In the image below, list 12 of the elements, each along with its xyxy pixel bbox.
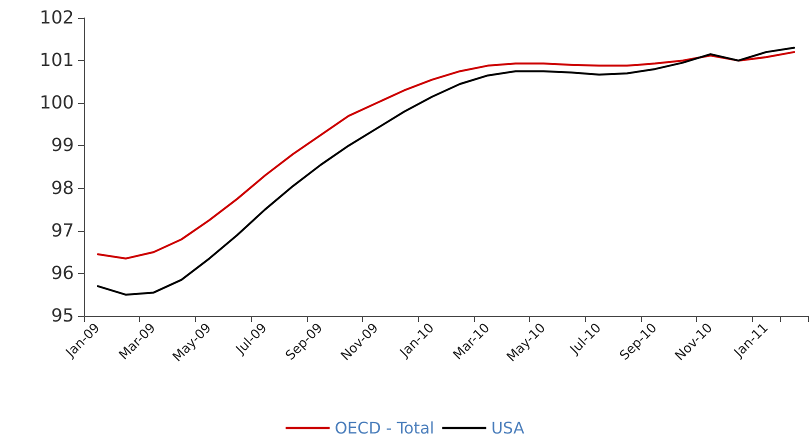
y-tick-label: 97: [51, 220, 74, 242]
y-tick-label: 95: [51, 306, 74, 326]
legend-label: USA: [491, 418, 524, 438]
y-tick-label: 99: [51, 135, 74, 156]
y-tick-label: 101: [40, 50, 74, 72]
line-series: [96, 46, 796, 296]
y-tick-label: 102: [40, 8, 74, 28]
y-tick-label: 96: [51, 262, 74, 284]
legend-label: OECD - Total: [334, 418, 434, 438]
line-series: [96, 51, 796, 260]
y-tick-label: 98: [51, 178, 74, 199]
y-tick-label: 100: [40, 92, 74, 114]
